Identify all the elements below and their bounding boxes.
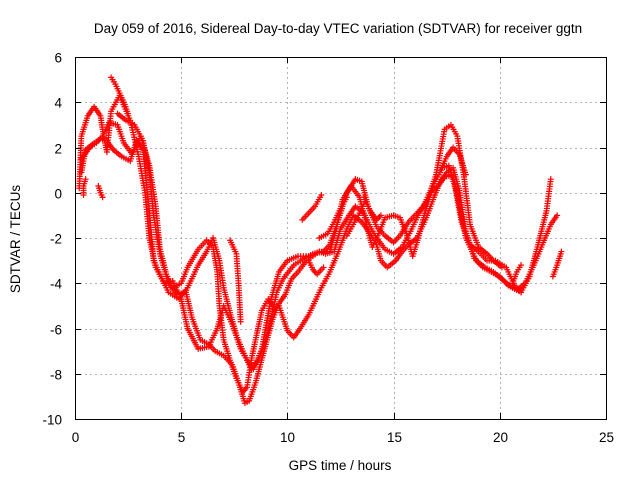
series-track-d — [114, 110, 525, 373]
series-fragment-f — [108, 74, 132, 117]
data-point — [558, 248, 565, 255]
y-tick-label: -2 — [50, 232, 62, 247]
y-tick-label: 0 — [54, 187, 62, 202]
y-tick-label: -8 — [50, 368, 62, 383]
data-point — [99, 194, 106, 201]
data-point — [237, 318, 244, 325]
data-point — [462, 171, 469, 178]
data-point — [498, 264, 505, 271]
data-point — [82, 176, 89, 183]
y-tick-label: -4 — [50, 277, 62, 292]
series-fragment-p — [509, 262, 525, 287]
axis-ticks: 0 5 10 15 20 25 -10 -8 -6 -4 -2 0 2 4 6 — [42, 51, 614, 446]
data-point — [547, 176, 554, 183]
series-fragment-g — [95, 182, 106, 201]
data-point — [518, 289, 525, 296]
series-fragment-m — [360, 194, 384, 223]
data-point — [554, 212, 561, 219]
x-tick-label: 25 — [599, 430, 614, 445]
data-point — [343, 194, 350, 201]
data-point — [125, 110, 132, 117]
series-fragment-l — [343, 196, 369, 239]
series-fragment-k — [299, 192, 325, 223]
x-tick-label: 20 — [493, 430, 508, 445]
data-markers — [76, 74, 565, 407]
series-track-a — [76, 92, 554, 373]
y-tick-label: 2 — [54, 142, 62, 157]
x-tick-label: 0 — [72, 430, 80, 445]
x-axis-label: GPS time / hours — [289, 458, 392, 473]
series-fragment-n — [437, 144, 469, 178]
data-point — [318, 192, 325, 199]
chart-title: Day 059 of 2016, Sidereal Day-to-day VTE… — [94, 21, 582, 36]
series-fragment-j — [316, 194, 350, 241]
series-fragment-e — [80, 176, 89, 199]
x-tick-label: 15 — [387, 430, 402, 445]
y-tick-label: 4 — [54, 96, 62, 111]
series-fragment-o — [549, 248, 565, 280]
y-tick-label: -10 — [42, 413, 62, 428]
y-axis-label: SDTVAR / TECUs — [8, 185, 23, 294]
y-tick-label: 6 — [54, 51, 62, 66]
y-tick-label: -6 — [50, 323, 62, 338]
data-point — [518, 262, 525, 269]
x-tick-label: 10 — [280, 430, 295, 445]
x-tick-label: 5 — [178, 430, 186, 445]
series-track-c — [78, 121, 505, 407]
series-fragment-i — [305, 257, 327, 278]
series-fragment-h — [227, 237, 244, 325]
data-point — [320, 264, 327, 271]
data-point — [377, 212, 384, 219]
